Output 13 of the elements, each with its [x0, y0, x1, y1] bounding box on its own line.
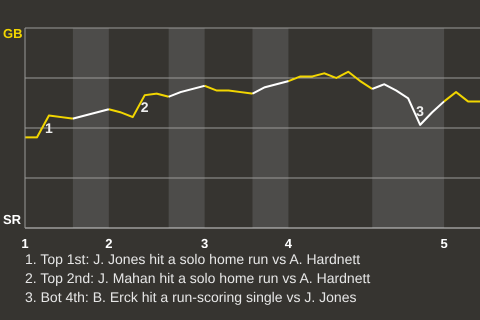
x-tick-label: 1 [21, 236, 29, 251]
text: GB [3, 26, 22, 41]
annotation: 2 [140, 99, 149, 116]
x-tick-label: 5 [440, 236, 448, 251]
x-tick-label: 4 [284, 236, 293, 251]
x-tick-label: 3 [200, 236, 208, 251]
text: 1. Top 1st: J. Jones hit a solo home run vs A. Hardnett [25, 250, 362, 269]
annotation: 1 [44, 120, 53, 136]
text: SR [3, 212, 22, 227]
x-tick-label: 2 [105, 236, 112, 251]
text: 2. Top 2nd: J. Mahan hit a solo home run vs A. Hardnett [25, 269, 372, 288]
text: 3. Bot 4th: B. Erck hit a run-scoring single vs J. Jones [25, 288, 358, 307]
annotation: 3 [416, 102, 424, 119]
